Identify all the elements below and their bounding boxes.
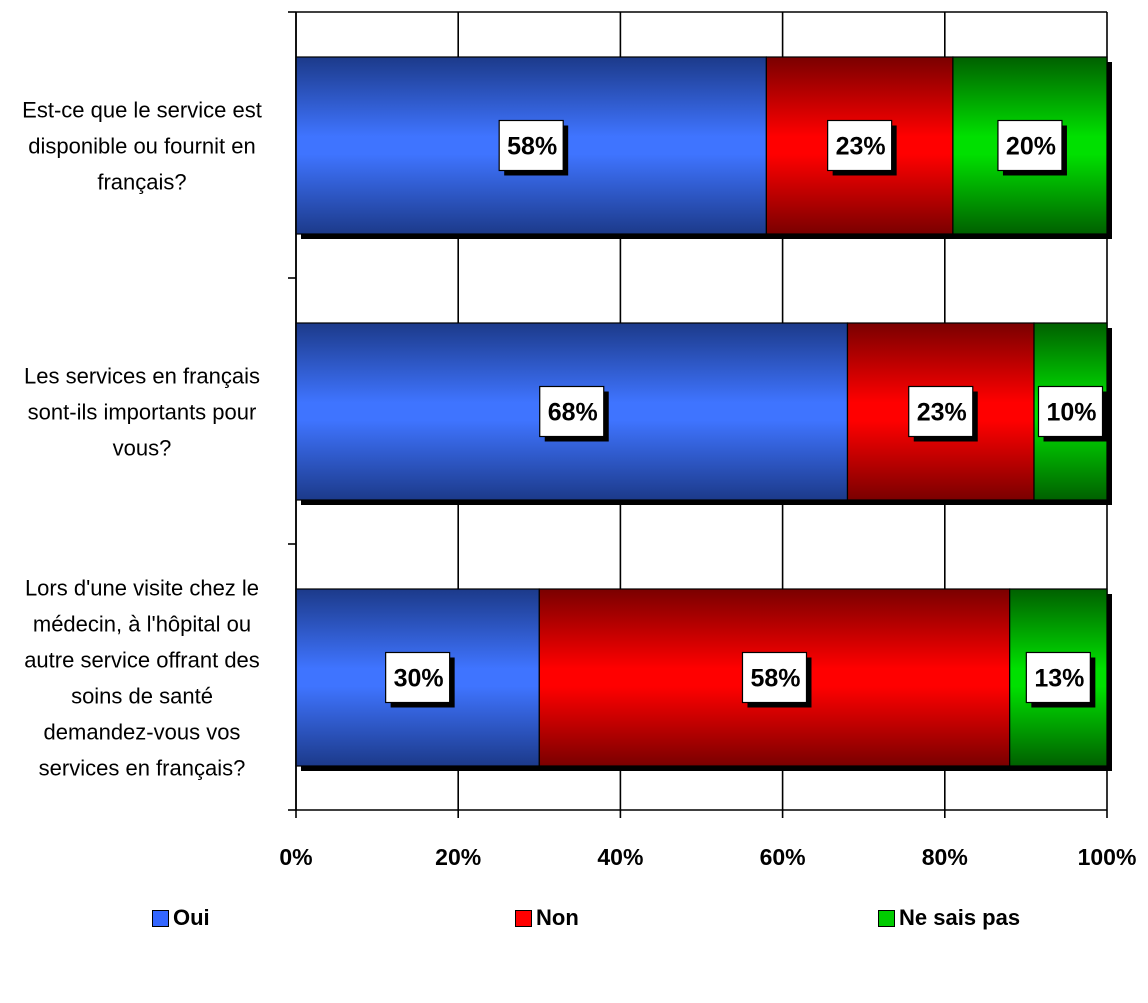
- legend-label-non: Non: [536, 905, 579, 930]
- category-label-line: demandez-vous vos: [44, 720, 241, 745]
- category-label-line: vous?: [113, 436, 172, 461]
- x-tick-label-5: 100%: [1078, 844, 1137, 870]
- category-label-line: Est-ce que le service est: [22, 98, 262, 123]
- legend-label-ne-sais-pas: Ne sais pas: [899, 905, 1021, 930]
- data-label-box-1-2: [741, 651, 808, 704]
- category-label-line: Lors d'une visite chez le: [25, 576, 259, 601]
- x-tick-label-4: 80%: [922, 844, 968, 870]
- legend-swatch-ne-sais-pas: [878, 909, 895, 927]
- category-label-line: disponible ou fournit en: [28, 134, 256, 159]
- category-label-line: médecin, à l'hôpital ou: [33, 612, 251, 637]
- legend-swatch-non: [515, 909, 532, 927]
- category-label-2: Lors d'une visite chez le médecin, à l'hô…: [24, 576, 260, 781]
- legend-item-ne-sais-pas: Ne sais pas: [878, 903, 1020, 933]
- axes: [288, 11, 1108, 818]
- data-label-box-0-2: [385, 651, 451, 704]
- legend-swatch-oui: [152, 909, 169, 927]
- data-labels: 58% 23% 20% 68% 23% 10% 30% 58% 13%: [385, 119, 1108, 708]
- data-label-box-2-2: [1025, 651, 1091, 704]
- data-label-1-0: 23%: [836, 133, 886, 161]
- data-label-0-1: 68%: [548, 399, 598, 427]
- data-label-1-1: 23%: [917, 399, 967, 427]
- category-label-line: Les services en français: [24, 364, 260, 389]
- category-label-line: soins de santé: [71, 684, 213, 709]
- data-label-2-2: 13%: [1034, 665, 1084, 693]
- x-tick-label-3: 60%: [760, 844, 806, 870]
- data-label-1-2: 58%: [750, 665, 800, 693]
- category-label-line: français?: [97, 170, 186, 195]
- data-label-box-2-1: [1037, 385, 1104, 438]
- legend-item-non: Non: [515, 903, 579, 933]
- category-label-0: Est-ce que le service est disponible ou f…: [22, 98, 262, 195]
- legend-item-oui: Oui: [152, 903, 210, 933]
- data-label-2-1: 10%: [1046, 399, 1096, 427]
- category-label-1: Les services en français sont-ils importa…: [24, 364, 260, 461]
- data-label-0-2: 30%: [394, 665, 444, 693]
- data-label-2-0: 20%: [1006, 133, 1056, 161]
- data-label-box-1-1: [908, 385, 974, 438]
- category-label-line: services en français?: [39, 756, 246, 781]
- x-tick-label-1: 20%: [435, 844, 481, 870]
- data-label-box-0-0: [498, 119, 564, 172]
- data-label-box-2-0: [997, 119, 1063, 172]
- data-label-box-1-0: [827, 119, 893, 172]
- x-tick-label-0: 0%: [279, 844, 312, 870]
- axis-text: 0% 20% 40% 60% 80% 100% Est-ce que le service …: [22, 98, 1136, 871]
- category-label-line: autre service offrant des: [24, 648, 260, 673]
- legend-label-oui: Oui: [173, 905, 210, 930]
- x-tick-label-2: 40%: [597, 844, 643, 870]
- bars: [295, 56, 1112, 771]
- data-label-box-0-1: [539, 385, 605, 438]
- category-label-line: sont-ils importants pour: [28, 400, 257, 425]
- data-label-0-0: 58%: [507, 133, 557, 161]
